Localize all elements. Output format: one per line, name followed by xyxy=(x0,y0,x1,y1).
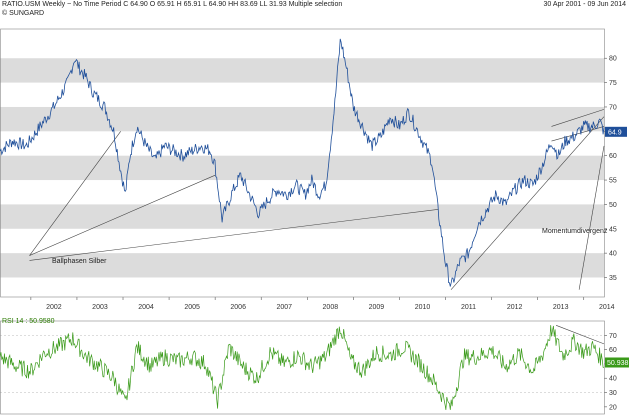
price-line xyxy=(0,38,605,287)
trend-line xyxy=(450,116,605,290)
x-tick-label: 2009 xyxy=(369,304,385,311)
x-tick-label: 2004 xyxy=(138,304,154,311)
trend-line xyxy=(578,145,605,290)
price-y-tick-label: 50 xyxy=(609,202,617,209)
x-tick-label: 2012 xyxy=(507,304,523,311)
x-tick-label: 2007 xyxy=(276,304,292,311)
x-tick-label: 2002 xyxy=(46,304,62,311)
rsi-last-label: 50.938 xyxy=(607,360,629,367)
price-y-axis: 35404550556065707580 xyxy=(604,56,617,282)
price-band xyxy=(0,253,604,278)
chart-header-title: RATIO.USM Weekly ~ No Time Period C 64.9… xyxy=(2,1,343,8)
x-tick-label: 2005 xyxy=(184,304,200,311)
panel-frames xyxy=(0,28,605,415)
price-band xyxy=(0,106,604,132)
rsi-panel-label: RSI 14 : 50.9580 xyxy=(2,318,55,325)
rsi-y-axis: 203040506070 xyxy=(0,333,617,411)
trend-lines xyxy=(29,109,605,345)
background-bands xyxy=(0,58,604,278)
price-band xyxy=(0,58,604,83)
price-last-label: 64.9 xyxy=(608,129,622,136)
rsi-y-tick-label: 40 xyxy=(609,376,617,383)
x-tick-label: 2011 xyxy=(461,304,476,311)
price-y-tick-label: 75 xyxy=(609,80,617,87)
x-axis: 2002 2003 2004 2005 2006 2007 2008 2009 2010 2011… xyxy=(30,297,615,311)
x-tick-label: 2013 xyxy=(553,304,569,311)
price-band xyxy=(0,204,604,229)
x-tick-label: 2003 xyxy=(92,304,108,311)
chart-header-date-range: 30 Apr 2001 - 09 Jun 2014 xyxy=(543,1,626,8)
chart-header-copyright: © SUNGARD xyxy=(2,10,45,17)
price-y-tick-label: 40 xyxy=(609,251,617,258)
rsi-y-tick-label: 70 xyxy=(609,333,617,340)
price-y-tick-label: 60 xyxy=(609,153,617,160)
price-y-tick-label: 70 xyxy=(609,104,617,111)
trend-line xyxy=(29,131,121,256)
rsi-y-tick-label: 60 xyxy=(609,347,617,354)
price-last-label-bg xyxy=(605,126,627,137)
trend-line xyxy=(29,208,439,261)
trend-line xyxy=(29,174,216,256)
value-labels: 64.9 50.938 xyxy=(605,126,629,368)
trend-line xyxy=(551,109,605,127)
rsi-frame xyxy=(0,320,605,415)
annotation-ballphasen: Ballphasen Silber xyxy=(52,258,107,265)
rsi-y-tick-label: 20 xyxy=(609,404,617,411)
x-tick-label: 2006 xyxy=(230,304,246,311)
price-y-tick-label: 35 xyxy=(609,275,617,282)
price-y-tick-label: 55 xyxy=(609,178,617,185)
x-tick-label: 2010 xyxy=(415,304,431,311)
x-tick-label: 2008 xyxy=(323,304,339,311)
rsi-trend-line xyxy=(555,325,605,345)
rsi-last-label-bg xyxy=(605,357,629,368)
price-y-tick-label: 80 xyxy=(609,56,617,63)
rsi-line xyxy=(0,325,605,410)
trend-line xyxy=(551,126,605,142)
price-frame xyxy=(0,28,605,298)
rsi-y-tick-label: 30 xyxy=(609,390,617,397)
price-band xyxy=(0,155,604,181)
price-y-tick-label: 45 xyxy=(609,226,617,233)
annotation-momentumdivergenz: Momentumdivergenz xyxy=(542,228,608,235)
x-tick-label: 2014 xyxy=(599,304,615,311)
